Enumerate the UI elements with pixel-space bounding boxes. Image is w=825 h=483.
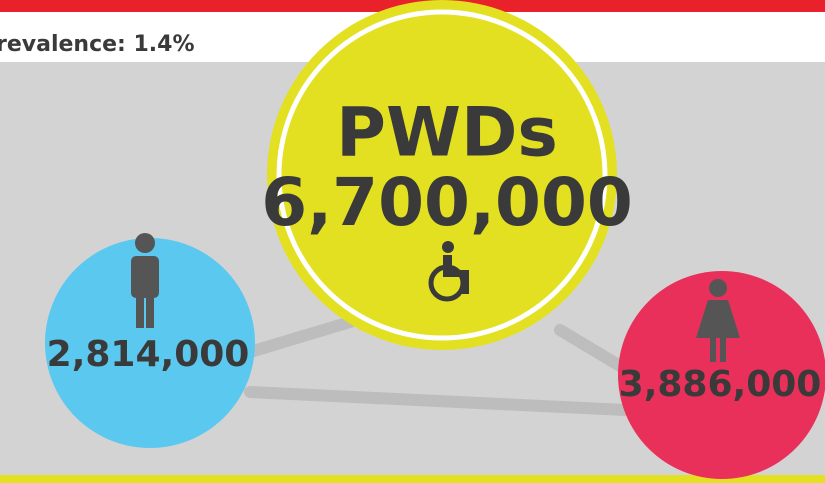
connectors (244, 316, 636, 416)
male-circle (45, 238, 255, 448)
total-circle (267, 0, 617, 350)
header-title: revalence: 1.4% (0, 32, 195, 57)
bottom-bar (0, 475, 825, 483)
total-ring (276, 9, 608, 341)
wheelchair-icon (428, 241, 469, 302)
total-value: 6,700,000 (261, 164, 633, 241)
female-value: 3,886,000 (619, 364, 822, 405)
male-value: 2,814,000 (47, 334, 250, 375)
male-icon (131, 233, 159, 328)
female-icon (696, 279, 740, 362)
female-circle (618, 271, 825, 479)
total-label: PWDs (336, 94, 558, 173)
